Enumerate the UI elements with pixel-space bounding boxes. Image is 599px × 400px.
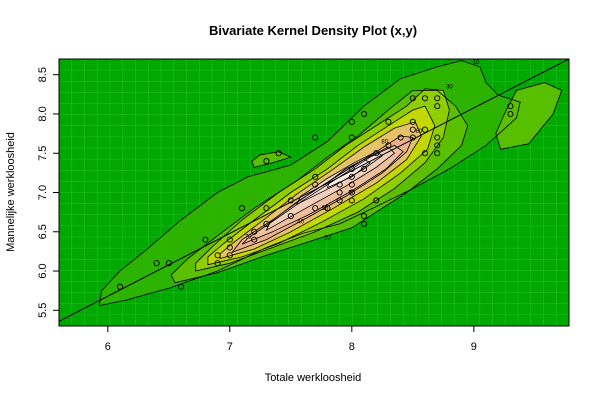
data-point — [226, 236, 233, 243]
data-point — [409, 126, 416, 133]
x-axis-label: Totale werkloosheid — [265, 372, 362, 384]
data-point — [324, 205, 331, 212]
data-point — [312, 205, 319, 212]
data-point — [263, 220, 270, 227]
y-tick-label: 7.5 — [37, 146, 49, 161]
data-point — [263, 158, 270, 165]
data-point — [348, 134, 355, 141]
data-point — [421, 150, 429, 157]
y-tick-label: 6.0 — [37, 263, 49, 278]
data-point — [177, 283, 185, 290]
data-point — [507, 103, 514, 110]
data-point — [397, 134, 404, 141]
contour-line — [265, 146, 396, 232]
data-point — [348, 181, 355, 188]
data-point — [275, 150, 282, 157]
data-point — [409, 95, 416, 102]
y-tick-label: 6.5 — [37, 224, 49, 239]
contour-label: 70 — [245, 234, 252, 240]
contour-line — [98, 60, 521, 307]
data-point — [348, 173, 355, 180]
contour-label: 60 — [416, 129, 423, 135]
x-tick-label: 8 — [349, 341, 355, 353]
data-point — [434, 134, 441, 141]
data-point — [202, 236, 209, 243]
data-point — [373, 150, 380, 157]
data-point — [238, 205, 246, 212]
y-tick-label: 8.5 — [37, 67, 49, 82]
data-point — [165, 260, 172, 267]
x-axis: 6 7 8 9 — [105, 325, 477, 353]
data-point — [336, 181, 343, 188]
data-point — [348, 197, 355, 204]
data-point — [153, 260, 160, 267]
x-tick-label: 6 — [105, 341, 111, 353]
data-point — [348, 189, 355, 196]
contour-line — [495, 82, 563, 150]
data-point — [421, 95, 429, 102]
data-point — [409, 118, 416, 125]
data-point — [385, 142, 392, 149]
contour-label: 30 — [446, 84, 453, 90]
data-point — [251, 228, 258, 235]
y-axis: 5.5 6.0 6.5 7.0 7.5 8.0 8.5 — [37, 67, 60, 318]
data-point — [507, 110, 514, 118]
data-point — [214, 252, 221, 259]
data-point — [434, 150, 441, 157]
data-point — [336, 197, 343, 204]
y-tick-label: 7.0 — [37, 185, 49, 200]
contour-label: 40 — [297, 220, 304, 226]
data-point — [214, 260, 221, 267]
contour-line — [219, 121, 422, 260]
data-point — [251, 236, 258, 243]
contour-line — [195, 88, 450, 272]
y-axis-label: Mannelijke werkloosheid — [5, 132, 17, 252]
data-point — [226, 252, 233, 259]
data-point — [360, 165, 368, 172]
data-point — [434, 95, 441, 102]
data-points — [116, 95, 514, 290]
data-point — [116, 283, 124, 290]
contour-line — [251, 151, 292, 168]
data-point — [312, 181, 319, 188]
x-tick-label: 9 — [471, 341, 477, 353]
data-point — [421, 126, 429, 133]
y-tick-label: 5.5 — [37, 303, 49, 318]
contour-line — [170, 90, 469, 284]
contour-label: 90 — [348, 191, 355, 197]
data-point — [409, 134, 416, 141]
data-point — [348, 118, 355, 125]
data-point — [385, 118, 392, 125]
contour-label: 80 — [381, 139, 388, 145]
data-point — [312, 134, 319, 141]
x-tick-label: 7 — [227, 341, 233, 353]
data-point — [360, 110, 368, 118]
data-point — [348, 165, 355, 172]
data-point — [226, 244, 233, 251]
data-point — [360, 213, 368, 220]
data-point — [287, 213, 294, 220]
density-region — [251, 151, 291, 168]
contour-line — [326, 159, 371, 189]
contour-label: 10 — [473, 60, 480, 66]
data-point — [360, 220, 368, 227]
data-point — [336, 189, 343, 196]
data-point — [434, 103, 441, 110]
data-point — [312, 173, 319, 180]
y-tick-label: 8.0 — [37, 106, 49, 121]
data-point — [263, 205, 270, 212]
regression-line — [59, 59, 569, 322]
data-point — [434, 142, 441, 149]
data-point — [373, 197, 380, 204]
chart-title: Bivariate Kernel Density Plot (x,y) — [209, 23, 417, 38]
contour-label: 20 — [324, 235, 331, 241]
data-point — [287, 197, 294, 204]
